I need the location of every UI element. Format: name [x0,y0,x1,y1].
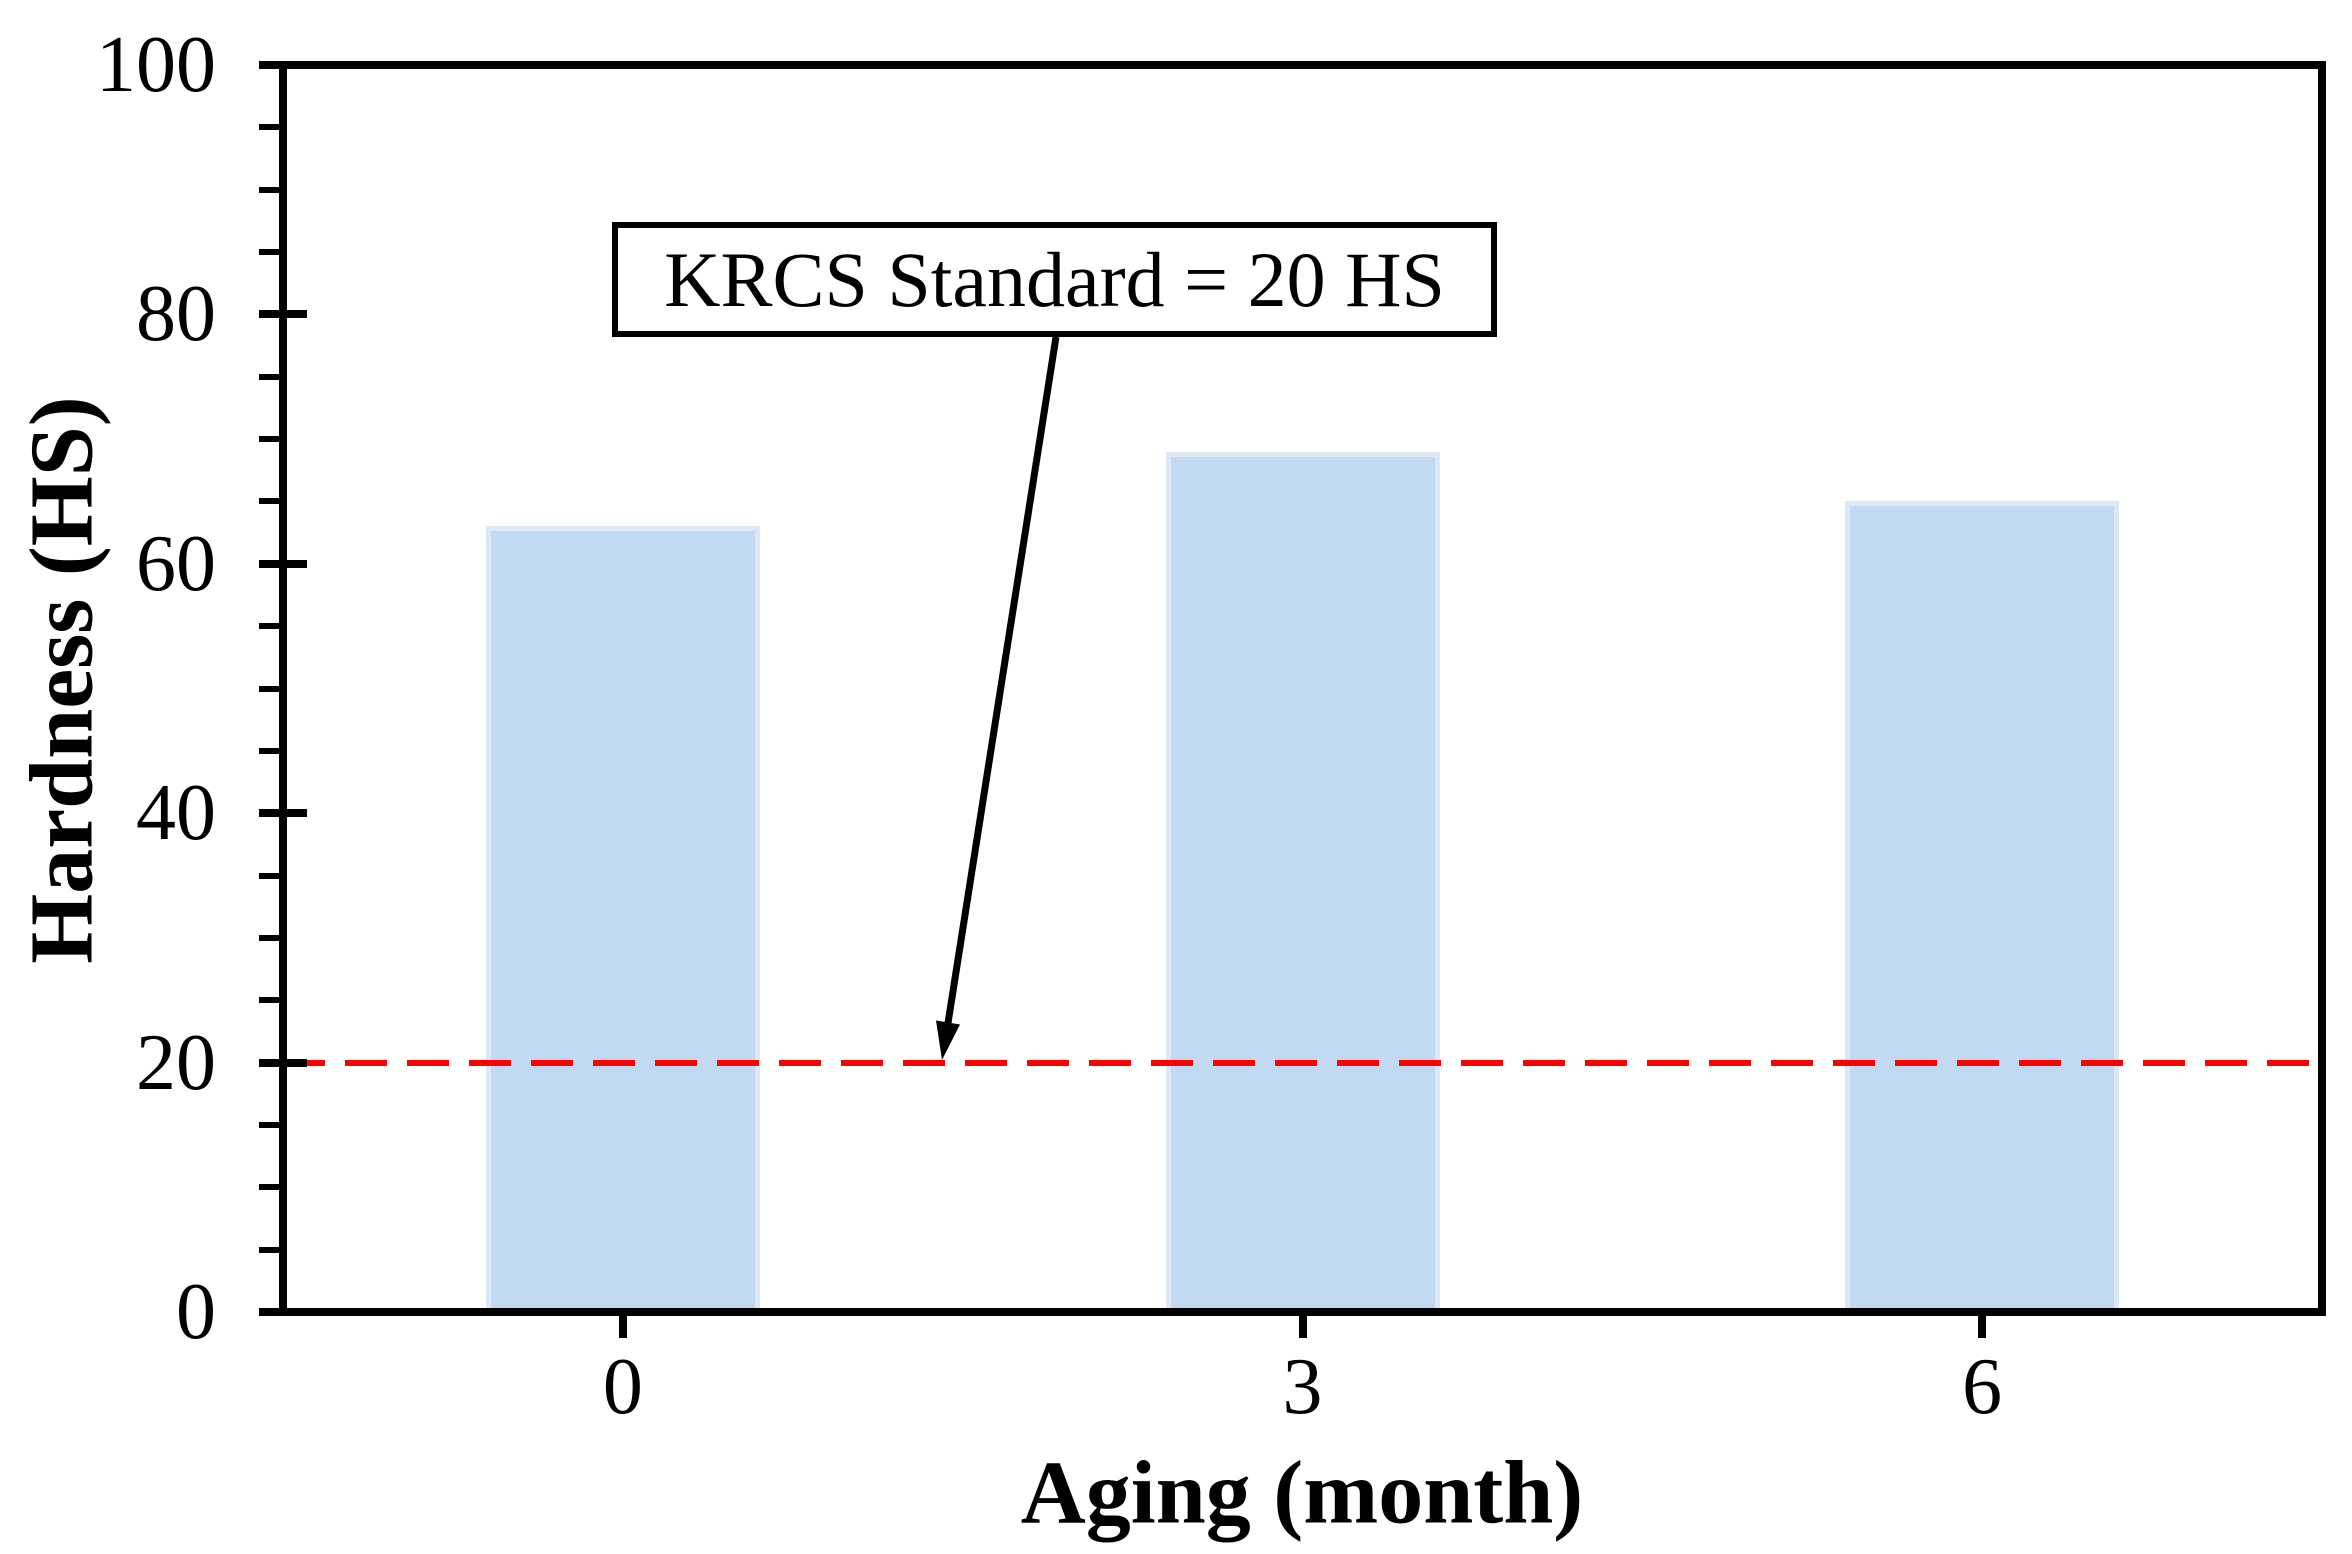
y-minor-tick-35 [259,872,279,879]
y-tick-label-0: 0 [176,1268,216,1356]
y-axis-title: Hardness (HS) [12,396,112,964]
y-minor-tick-30 [259,934,279,941]
x-major-tick-6 [1978,1316,1987,1338]
y-minor-tick-25 [259,997,279,1004]
y-minor-tick-45 [259,747,279,754]
arrow-shaft [944,336,1060,1024]
y-major-tick-80 [259,310,307,319]
x-major-tick-0 [618,1316,627,1338]
y-minor-tick-15 [259,1121,279,1128]
y-major-tick-20 [259,1058,307,1067]
y-minor-tick-85 [259,249,279,256]
y-tick-label-60: 60 [136,519,216,608]
x-axis-title: Aging (month) [1020,1443,1584,1543]
y-minor-tick-50 [259,685,279,692]
y-minor-tick-55 [259,623,279,630]
annotation-box: KRCS Standard = 20 HS [612,222,1497,337]
annotation-label: KRCS Standard = 20 HS [664,235,1445,323]
x-major-tick-3 [1298,1316,1307,1338]
y-tick-label-100: 100 [96,21,216,109]
x-tick-label-6: 6 [1962,1343,2003,1431]
reference-dashed-line [283,1059,2322,1066]
y-minor-tick-70 [259,436,279,443]
arrow-head-icon [936,1020,960,1060]
y-minor-tick-90 [259,186,279,193]
y-minor-tick-95 [259,124,279,131]
y-major-tick-0 [259,1308,307,1316]
y-tick-label-80: 80 [136,270,216,359]
y-major-tick-40 [259,809,307,818]
y-major-tick-60 [259,559,307,568]
y-minor-tick-65 [259,498,279,505]
bar-aging-6 [1845,501,2120,1308]
bar-aging-0 [485,526,760,1308]
y-tick-label-20: 20 [136,1018,216,1107]
bar-aging-3 [1165,451,1440,1308]
y-tick-label-40: 40 [136,769,216,858]
y-minor-tick-5 [259,1246,279,1253]
y-major-tick-100 [259,61,307,69]
x-tick-label-0: 0 [602,1343,643,1431]
y-minor-tick-75 [259,373,279,380]
x-tick-label-3: 3 [1282,1343,1323,1431]
y-minor-tick-10 [259,1184,279,1191]
